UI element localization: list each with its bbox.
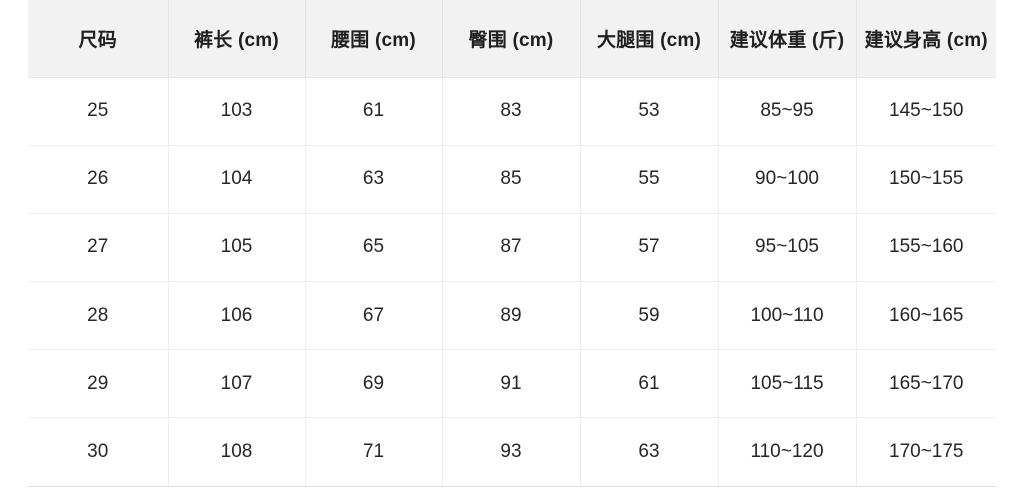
cell-waist: 67	[305, 281, 443, 351]
cell-suggested-height: 170~175	[856, 417, 996, 487]
cell-hip: 93	[442, 417, 581, 487]
cell-hip: 89	[442, 281, 581, 351]
column-header-size: 尺码	[28, 0, 169, 78]
cell-suggested-height: 150~155	[856, 145, 996, 214]
table-header: 尺码 裤长 (cm) 腰围 (cm) 臀围 (cm) 大腿围 (cm) 建议体重…	[28, 0, 996, 78]
cell-waist: 63	[305, 145, 443, 214]
cell-suggested-height: 160~165	[856, 281, 996, 351]
table-header-row: 尺码 裤长 (cm) 腰围 (cm) 臀围 (cm) 大腿围 (cm) 建议体重…	[28, 0, 996, 78]
cell-hip: 87	[442, 213, 581, 283]
column-header-thigh: 大腿围 (cm)	[580, 0, 719, 78]
size-chart-table: 尺码 裤长 (cm) 腰围 (cm) 臀围 (cm) 大腿围 (cm) 建议体重…	[28, 0, 996, 487]
table-body: 25 103 61 83 53 85~95 145~150 26 104 63 …	[28, 77, 996, 487]
cell-thigh: 63	[580, 417, 719, 487]
column-header-suggested-height: 建议身高 (cm)	[856, 0, 996, 78]
column-header-hip: 臀围 (cm)	[442, 0, 581, 78]
cell-waist: 65	[305, 213, 443, 283]
cell-suggested-weight: 95~105	[718, 213, 857, 283]
column-header-waist: 腰围 (cm)	[305, 0, 443, 78]
cell-suggested-weight: 100~110	[718, 281, 857, 351]
cell-suggested-weight: 85~95	[718, 77, 857, 146]
cell-thigh: 55	[580, 145, 719, 214]
cell-thigh: 61	[580, 349, 719, 419]
cell-pant-length: 103	[168, 77, 306, 146]
table-row: 30 108 71 93 63 110~120 170~175	[28, 417, 996, 487]
cell-thigh: 57	[580, 213, 719, 283]
table-row: 27 105 65 87 57 95~105 155~160	[28, 213, 996, 283]
cell-suggested-height: 145~150	[856, 77, 996, 146]
size-chart-container: 尺码 裤长 (cm) 腰围 (cm) 臀围 (cm) 大腿围 (cm) 建议体重…	[28, 0, 996, 487]
cell-pant-length: 108	[168, 417, 306, 487]
cell-size: 26	[28, 145, 169, 214]
cell-pant-length: 105	[168, 213, 306, 283]
table-row: 25 103 61 83 53 85~95 145~150	[28, 77, 996, 146]
cell-suggested-weight: 110~120	[718, 417, 857, 487]
cell-waist: 61	[305, 77, 443, 146]
cell-hip: 83	[442, 77, 581, 146]
cell-thigh: 59	[580, 281, 719, 351]
cell-size: 28	[28, 281, 169, 351]
cell-thigh: 53	[580, 77, 719, 146]
cell-hip: 91	[442, 349, 581, 419]
column-header-suggested-weight: 建议体重 (斤)	[718, 0, 857, 78]
cell-suggested-height: 155~160	[856, 213, 996, 283]
cell-waist: 71	[305, 417, 443, 487]
table-row: 28 106 67 89 59 100~110 160~165	[28, 281, 996, 351]
cell-size: 30	[28, 417, 169, 487]
cell-hip: 85	[442, 145, 581, 214]
cell-suggested-weight: 105~115	[718, 349, 857, 419]
cell-suggested-height: 165~170	[856, 349, 996, 419]
cell-pant-length: 106	[168, 281, 306, 351]
cell-waist: 69	[305, 349, 443, 419]
cell-size: 27	[28, 213, 169, 283]
column-header-pant-length: 裤长 (cm)	[168, 0, 306, 78]
cell-size: 25	[28, 77, 169, 146]
table-row: 26 104 63 85 55 90~100 150~155	[28, 145, 996, 214]
cell-size: 29	[28, 349, 169, 419]
cell-pant-length: 104	[168, 145, 306, 214]
cell-pant-length: 107	[168, 349, 306, 419]
cell-suggested-weight: 90~100	[718, 145, 857, 214]
table-row: 29 107 69 91 61 105~115 165~170	[28, 349, 996, 419]
